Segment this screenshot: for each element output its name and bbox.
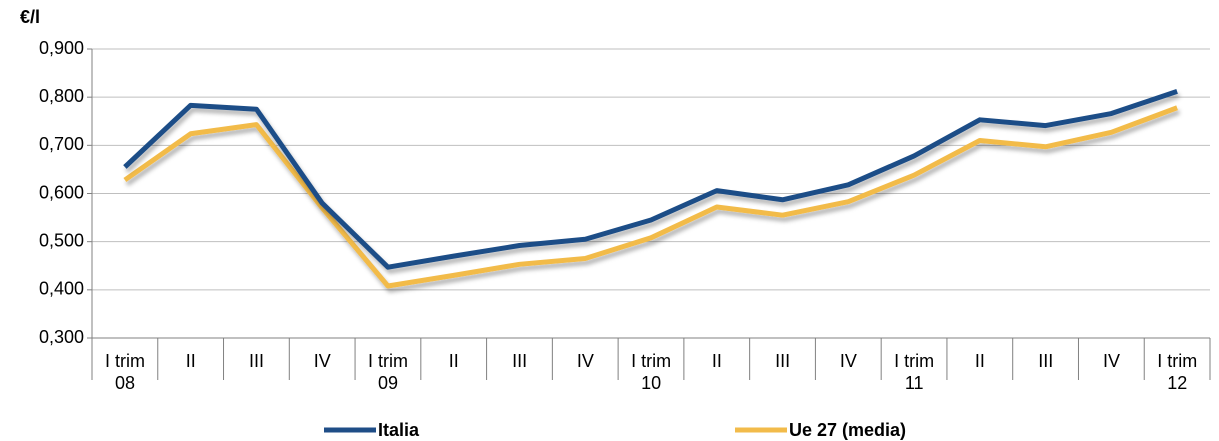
x-tick-label: IV <box>839 351 857 371</box>
y-tick-label: 0,400 <box>39 279 84 299</box>
y-tick-label: 0,800 <box>39 86 84 106</box>
x-tick-label: I trim 08 <box>105 351 145 393</box>
x-tick-label: IV <box>313 351 331 371</box>
x-tick-label: I trim 10 <box>631 351 672 393</box>
y-tick-label: 0,700 <box>39 134 84 154</box>
x-tick-label: III <box>775 351 791 371</box>
series-line <box>123 89 1178 270</box>
x-tick-label: II <box>711 351 722 371</box>
x-tick-label: III <box>1038 351 1054 371</box>
y-tick-label: 0,600 <box>39 182 84 202</box>
legend-label: Italia <box>378 420 420 440</box>
x-tick-label: III <box>512 351 528 371</box>
x-tick-label: IV <box>1102 351 1120 371</box>
y-tick-label: 0,300 <box>39 327 84 347</box>
y-axis-label: €/l <box>20 7 40 27</box>
x-tick-label: II <box>448 351 459 371</box>
x-tick-label: I trim 11 <box>894 351 935 393</box>
y-tick-label: 0,900 <box>39 38 84 58</box>
x-tick-label: I trim 09 <box>368 351 409 393</box>
x-tick-label: IV <box>576 351 594 371</box>
x-tick-label: II <box>185 351 196 371</box>
x-tick-label: II <box>974 351 985 371</box>
x-tick-label: III <box>249 351 265 371</box>
legend-label: Ue 27 (media) <box>789 420 906 440</box>
series-line <box>123 105 1178 289</box>
x-tick-label: I trim 12 <box>1157 351 1198 393</box>
y-tick-label: 0,500 <box>39 230 84 250</box>
